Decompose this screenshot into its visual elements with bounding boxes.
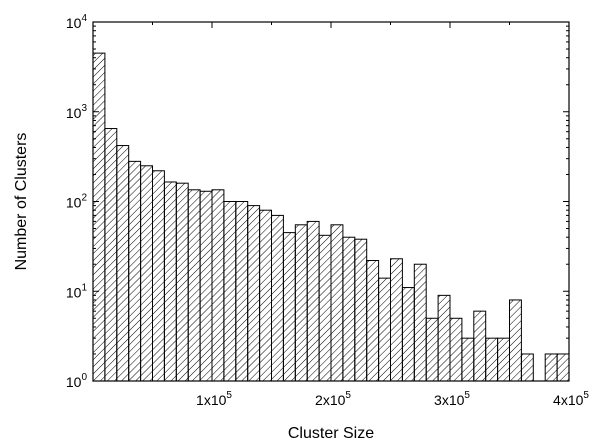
histogram-bar xyxy=(473,310,487,382)
histogram-bar xyxy=(128,160,142,382)
histogram-bar xyxy=(354,238,368,382)
ticks: 100 101 102 103 104 1x105 2x105 3x105 4x105 xyxy=(66,13,590,408)
y-tick-label: 100 xyxy=(66,372,88,390)
histogram-bar xyxy=(378,277,392,382)
histogram-bar xyxy=(449,317,463,382)
histogram-bar xyxy=(235,201,249,382)
histogram-bar xyxy=(401,287,415,382)
histogram-bar xyxy=(306,220,320,382)
histogram-bar xyxy=(485,337,499,382)
histogram-bar xyxy=(247,205,261,382)
histogram-bar xyxy=(223,201,237,382)
histogram-bar xyxy=(294,224,308,382)
histogram-bar xyxy=(366,260,380,382)
histogram-bar xyxy=(413,263,427,382)
histogram-bar xyxy=(318,234,332,382)
histogram-bar xyxy=(187,189,201,382)
histogram-bar xyxy=(140,165,154,382)
x-tick-label: 1x105 xyxy=(196,390,232,408)
histogram-bar xyxy=(259,209,273,382)
histogram-bar xyxy=(437,294,451,382)
x-tick-label: 3x105 xyxy=(434,390,470,408)
y-tick-label: 104 xyxy=(66,13,88,31)
histogram-bar xyxy=(152,170,165,382)
histogram-bar xyxy=(116,145,130,382)
x-tick-label: 4x105 xyxy=(553,390,589,408)
histogram-bar xyxy=(199,190,213,382)
x-axis-label: Cluster Size xyxy=(288,425,374,442)
histogram-bar xyxy=(330,224,344,382)
histogram-bar xyxy=(175,182,189,382)
histogram-bar xyxy=(425,317,439,382)
y-tick-label: 102 xyxy=(66,193,88,211)
y-tick-label: 101 xyxy=(66,282,88,300)
histogram-bar xyxy=(271,214,284,382)
y-axis-label: Number of Clusters xyxy=(13,133,30,271)
histogram-bar xyxy=(544,353,558,382)
histogram-bar xyxy=(92,52,106,382)
histogram-bar xyxy=(282,232,296,382)
histogram-bar xyxy=(461,337,475,382)
histogram-bar xyxy=(556,353,570,382)
histogram-bar xyxy=(390,258,403,382)
x-tick-label: 2x105 xyxy=(315,390,351,408)
histogram-bar xyxy=(520,353,534,382)
histogram-bar xyxy=(497,337,511,382)
histogram-bar xyxy=(509,299,522,382)
bars xyxy=(92,52,570,382)
histogram-bar xyxy=(211,189,225,382)
y-tick-label: 103 xyxy=(66,103,88,121)
histogram-bar xyxy=(163,181,177,382)
histogram-bar xyxy=(104,128,118,382)
histogram-bar xyxy=(342,236,356,382)
